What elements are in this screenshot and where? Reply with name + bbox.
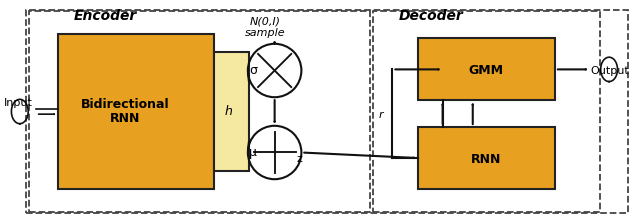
Text: σ: σ <box>249 64 257 77</box>
Text: Decoder: Decoder <box>399 9 463 23</box>
Text: GMM: GMM <box>468 64 504 77</box>
Bar <box>418 127 555 189</box>
Text: Encoder: Encoder <box>74 9 137 23</box>
Text: RNN: RNN <box>471 153 501 166</box>
Text: μ: μ <box>249 146 257 159</box>
Bar <box>418 38 555 100</box>
Bar <box>58 34 214 189</box>
Text: N(0,I)
sample: N(0,I) sample <box>244 16 285 38</box>
Text: r: r <box>378 110 383 120</box>
Bar <box>29 11 370 212</box>
Text: z: z <box>297 154 303 164</box>
Text: Output: Output <box>590 66 628 76</box>
Text: Input: Input <box>4 98 33 108</box>
Text: Bidirectional
RNN: Bidirectional RNN <box>81 97 169 126</box>
Bar <box>214 52 249 171</box>
Text: h: h <box>225 105 233 118</box>
Bar <box>373 11 600 212</box>
